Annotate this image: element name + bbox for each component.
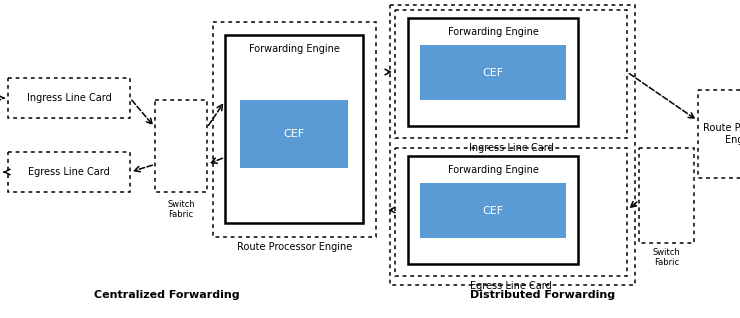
- Text: Ingress Line Card: Ingress Line Card: [468, 143, 554, 153]
- Text: CEF: CEF: [482, 205, 503, 216]
- Bar: [225, 35, 363, 223]
- Text: Ingress Line Card: Ingress Line Card: [27, 93, 112, 103]
- Bar: [395, 10, 627, 138]
- Bar: [390, 5, 635, 285]
- Text: Switch
Fabric: Switch Fabric: [167, 200, 195, 219]
- Bar: [155, 100, 207, 192]
- Text: Forwarding Engine: Forwarding Engine: [249, 44, 340, 54]
- Text: Route Processor Engine: Route Processor Engine: [237, 242, 352, 252]
- Text: Distributed Forwarding: Distributed Forwarding: [470, 290, 615, 300]
- Bar: [639, 148, 694, 243]
- Text: Route Processor
Engine: Route Processor Engine: [703, 123, 740, 145]
- Bar: [395, 148, 627, 276]
- Text: Egress Line Card: Egress Line Card: [470, 281, 552, 291]
- Bar: [420, 45, 566, 100]
- Text: Forwarding Engine: Forwarding Engine: [448, 27, 539, 37]
- Text: Centralized Forwarding: Centralized Forwarding: [94, 290, 239, 300]
- Bar: [8, 152, 130, 192]
- Bar: [213, 22, 376, 237]
- Text: CEF: CEF: [283, 129, 305, 139]
- Bar: [240, 100, 348, 168]
- Text: Forwarding Engine: Forwarding Engine: [448, 165, 539, 175]
- Text: CEF: CEF: [482, 67, 503, 78]
- Bar: [8, 78, 130, 118]
- Bar: [420, 183, 566, 238]
- Bar: [698, 90, 740, 178]
- Text: Switch
Fabric: Switch Fabric: [653, 248, 680, 267]
- Text: Egress Line Card: Egress Line Card: [28, 167, 110, 177]
- Bar: [408, 156, 578, 264]
- Bar: [408, 18, 578, 126]
